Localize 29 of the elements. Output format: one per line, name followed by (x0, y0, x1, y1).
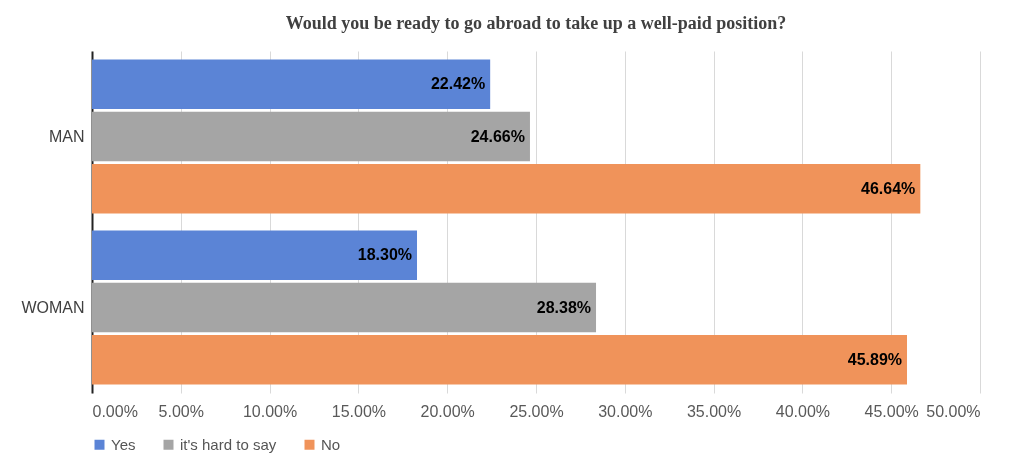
x-tick-label: 5.00% (158, 402, 204, 420)
data-label: 24.66% (470, 127, 525, 145)
bar (92, 282, 597, 333)
data-label: 46.64% (861, 179, 916, 197)
legend-label: Yes (111, 435, 136, 453)
x-tick-label: 25.00% (509, 402, 564, 420)
data-label: 18.30% (357, 246, 413, 264)
x-tick-label: 10.00% (242, 402, 298, 420)
x-tick-label: 30.00% (598, 402, 653, 420)
x-tick-label: 35.00% (686, 402, 742, 420)
bar (92, 111, 530, 162)
y-tick-label: WOMAN (21, 298, 85, 316)
bar (92, 334, 908, 385)
legend-label: No (321, 435, 341, 453)
data-label: 45.89% (847, 350, 903, 368)
x-tick-label: 20.00% (420, 402, 475, 420)
data-label: 22.42% (430, 75, 486, 93)
y-tick-label: MAN (48, 127, 85, 145)
x-tick-label: 15.00% (331, 402, 387, 420)
bar (92, 163, 921, 214)
x-tick-label: 0.00% (92, 402, 138, 420)
x-tick-label: 40.00% (775, 402, 831, 420)
x-tick-label: 50.00% (926, 402, 981, 420)
bar (92, 59, 491, 110)
bar (92, 230, 418, 281)
legend-label: it's hard to say (180, 435, 277, 453)
data-label: 28.38% (536, 298, 592, 316)
x-tick-label: 45.00% (864, 402, 919, 420)
chart-title: Would you be ready to go abroad to take up a well-paid position? (285, 13, 787, 33)
